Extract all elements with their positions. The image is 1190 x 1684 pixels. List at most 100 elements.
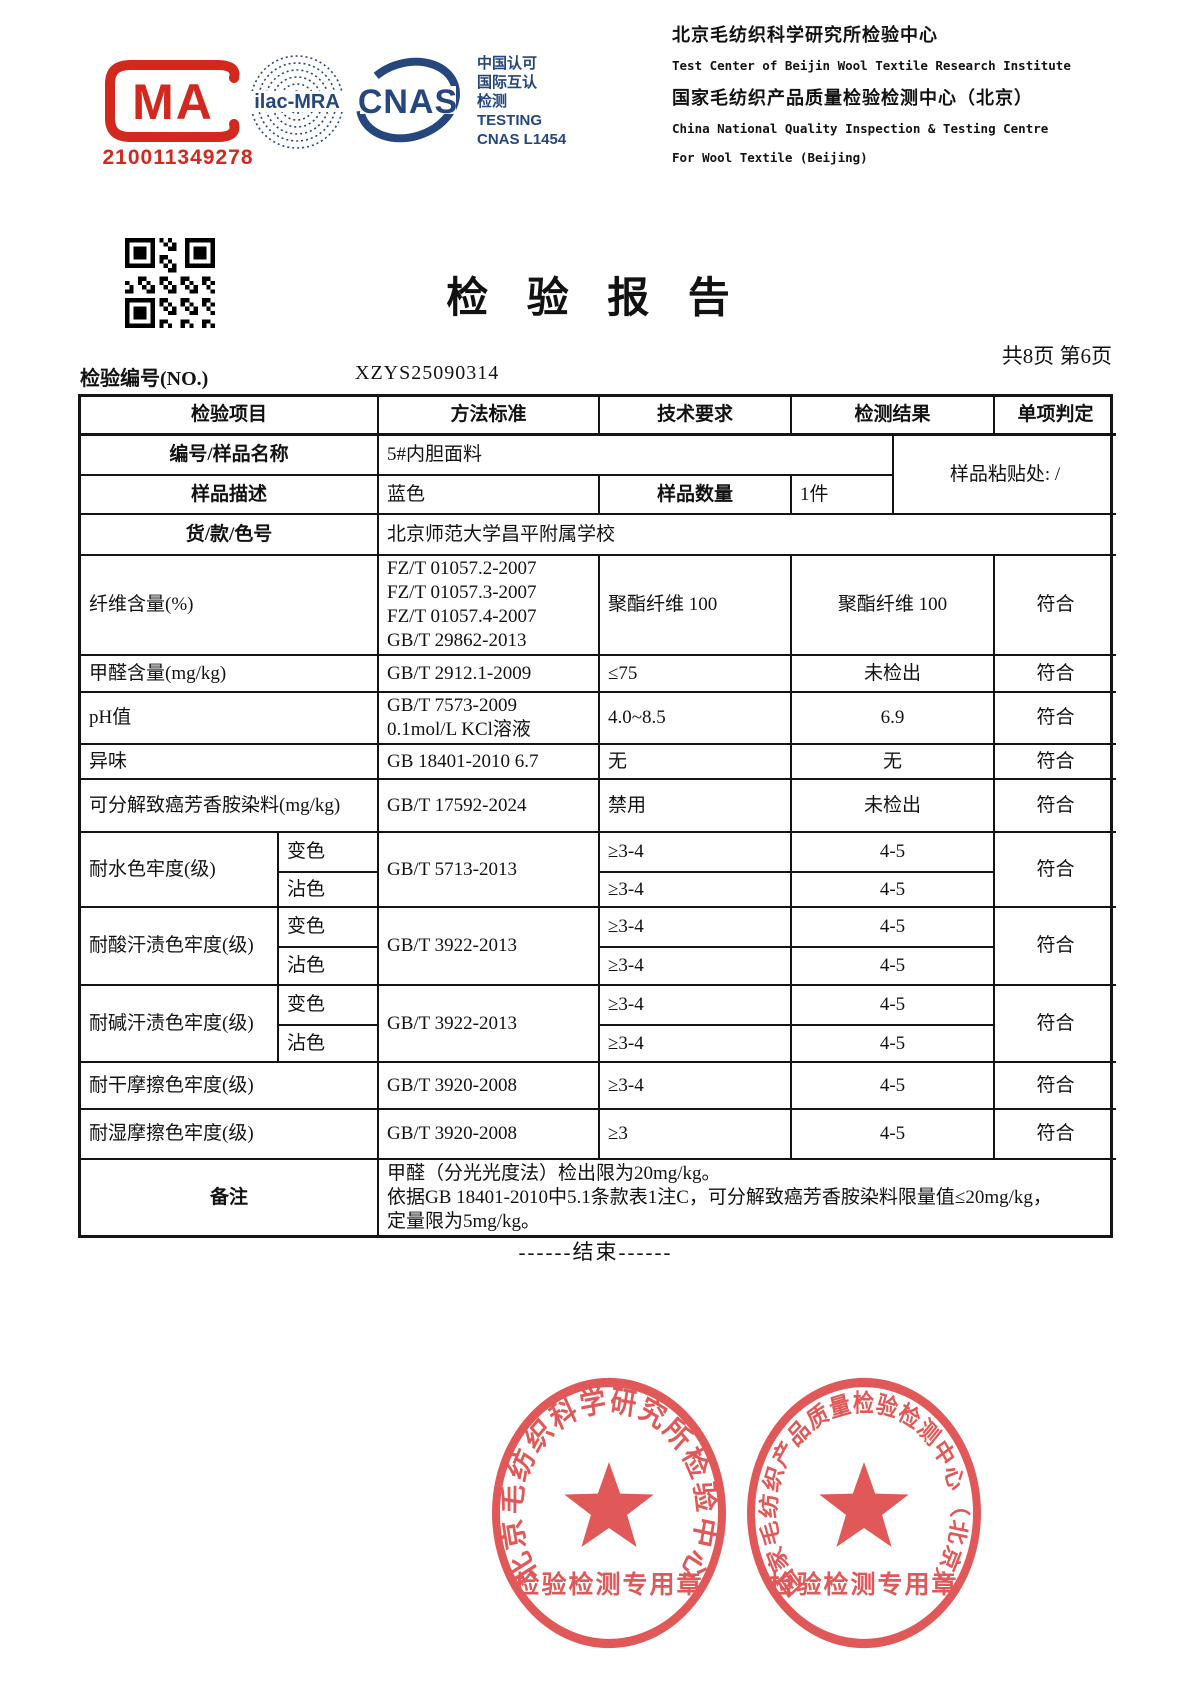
header-result: 检测结果 [792,397,995,436]
row-acid-name: 耐酸汗渍色牢度(级) [81,908,279,986]
report-number-label: 检验编号(NO.) [80,368,209,390]
row-wetrub-result: 4-5 [792,1110,995,1160]
row-odor-result: 无 [792,745,995,780]
cnas-accreditation-text: 中国认可 国际互认 检测 TESTING CNAS L1454 [477,55,567,148]
sample-qty-label: 样品数量 [600,476,792,515]
row-odor-name: 异味 [81,745,379,780]
row-acid-verdict: 符合 [995,908,1116,986]
remarks-content: 甲醛（分光光度法）检出限为20mg/kg。 依据GB 18401-2010中5.… [387,1162,1052,1232]
sample-desc-value: 蓝色 [379,476,600,515]
letterhead-en-line1: Test Center of Beijin Wool Textile Resea… [672,58,1071,73]
sample-qty-value: 1件 [792,476,894,515]
report-number-value: XZYS25090314 [355,362,500,384]
cnas-logo-icon: CNAS [356,57,460,143]
row-alkali-verdict: 符合 [995,986,1116,1063]
stamp-national-centre-seal: 国家毛纺织产品质量检验检测中心（北京） 检验检测专用章 [747,1377,981,1649]
row-wetrub-verdict: 符合 [995,1110,1116,1160]
row-wetrub-req: ≥3 [600,1110,792,1160]
sample-name-label: 编号/样品名称 [81,436,379,476]
row-dryrub-method: GB/T 3920-2008 [379,1063,600,1110]
sample-paste-area: 样品粘贴处: / [894,436,1116,515]
cma-logo-icon: MA [105,60,240,142]
row-fiber-result: 聚酯纤维 100 [792,556,995,656]
row-water-sub1: 变色 [279,833,379,873]
header-requirement: 技术要求 [600,397,792,436]
stamp-right-bottom-text: 检验检测专用章 [769,1570,958,1599]
ilac-mra-label: ilac-MRA [254,91,340,113]
star-icon [564,1462,654,1547]
row-amines-result: 未检出 [792,780,995,833]
row-dryrub-name: 耐干摩擦色牢度(级) [81,1063,379,1110]
cnas-label: CNAS [358,83,458,121]
letterhead-en-line3: For Wool Textile (Beijing) [672,150,868,165]
row-formaldehyde-result: 未检出 [792,656,995,693]
letterhead-cn-line2: 国家毛纺织产品质量检验检测中心（北京） [672,88,1033,108]
row-fiber-name: 纤维含量(%) [81,556,379,656]
row-alkali-req1: ≥3-4 [600,986,792,1026]
row-amines-req: 禁用 [600,780,792,833]
row-ph-method: GB/T 7573-2009 0.1mol/L KCl溶液 [379,693,600,745]
row-alkali-name: 耐碱汗渍色牢度(级) [81,986,279,1063]
row-formaldehyde-verdict: 符合 [995,656,1116,693]
remarks-label: 备注 [81,1160,379,1235]
letterhead-cn-line1: 北京毛纺织科学研究所检验中心 [672,25,938,45]
header-item: 检验项目 [81,397,379,436]
row-acid-method: GB/T 3922-2013 [379,908,600,986]
row-alkali-req2: ≥3-4 [600,1026,792,1063]
row-fiber-verdict: 符合 [995,556,1116,656]
row-amines-verdict: 符合 [995,780,1116,833]
header-method: 方法标准 [379,397,600,436]
row-water-verdict: 符合 [995,833,1116,908]
row-formaldehyde-method: GB/T 2912.1-2009 [379,656,600,693]
row-acid-res2: 4-5 [792,948,995,986]
cma-frame-shape [105,60,240,142]
row-ph-req: 4.0~8.5 [600,693,792,745]
row-dryrub-verdict: 符合 [995,1063,1116,1110]
sample-name-value: 5#内胆面料 [379,436,894,476]
ilac-mra-logo-icon: ilac-MRA [250,55,344,149]
row-odor-req: 无 [600,745,792,780]
row-water-res1: 4-5 [792,833,995,873]
letterhead-en-line2: China National Quality Inspection & Test… [672,121,1049,136]
row-acid-sub2: 沾色 [279,948,379,986]
stamp-left-bottom-text: 检验检测专用章 [514,1570,703,1599]
row-wetrub-method: GB/T 3920-2008 [379,1110,600,1160]
page-count: 共8页 第6页 [1001,344,1112,368]
row-alkali-sub1: 变色 [279,986,379,1026]
row-alkali-res1: 4-5 [792,986,995,1026]
row-ph-result: 6.9 [792,693,995,745]
end-of-report-marker: ------结束------ [518,1240,673,1264]
row-dryrub-req: ≥3-4 [600,1063,792,1110]
header-verdict: 单项判定 [995,397,1116,436]
row-acid-res1: 4-5 [792,908,995,948]
row-acid-sub1: 变色 [279,908,379,948]
row-water-res2: 4-5 [792,873,995,908]
letterhead: 北京毛纺织科学研究所检验中心 Test Center of Beijin Woo… [672,24,1112,166]
row-odor-method: GB 18401-2010 6.7 [379,745,600,780]
row-ph-name: pH值 [81,693,379,745]
row-fiber-method: FZ/T 01057.2-2007 FZ/T 01057.3-2007 FZ/T… [379,556,600,656]
row-ph-verdict: 符合 [995,693,1116,745]
inspection-table: 检验项目 方法标准 技术要求 检测结果 单项判定 编号/样品名称 5#内胆面料 … [78,394,1116,1238]
row-water-req2: ≥3-4 [600,873,792,908]
row-alkali-method: GB/T 3922-2013 [379,986,600,1063]
row-alkali-sub2: 沾色 [279,1026,379,1063]
row-fiber-req: 聚酯纤维 100 [600,556,792,656]
row-formaldehyde-req: ≤75 [600,656,792,693]
cma-certificate-number: 210011349278 [102,146,254,169]
row-water-sub2: 沾色 [279,873,379,908]
page-title: 检 验 报 告 [446,276,744,322]
style-value: 北京师范大学昌平附属学校 [379,515,1116,556]
sample-desc-label: 样品描述 [81,476,379,515]
row-water-method: GB/T 5713-2013 [379,833,600,908]
row-amines-name: 可分解致癌芳香胺染料(mg/kg) [81,780,379,833]
row-acid-req2: ≥3-4 [600,948,792,986]
row-water-req1: ≥3-4 [600,833,792,873]
row-odor-verdict: 符合 [995,745,1116,780]
row-wetrub-name: 耐湿摩擦色牢度(级) [81,1110,379,1160]
row-alkali-res2: 4-5 [792,1026,995,1063]
row-acid-req1: ≥3-4 [600,908,792,948]
row-water-name: 耐水色牢度(级) [81,833,279,908]
row-amines-method: GB/T 17592-2024 [379,780,600,833]
stamp-institute-seal: 北京毛纺织科学研究所检验中心 检验检测专用章 [492,1377,726,1649]
